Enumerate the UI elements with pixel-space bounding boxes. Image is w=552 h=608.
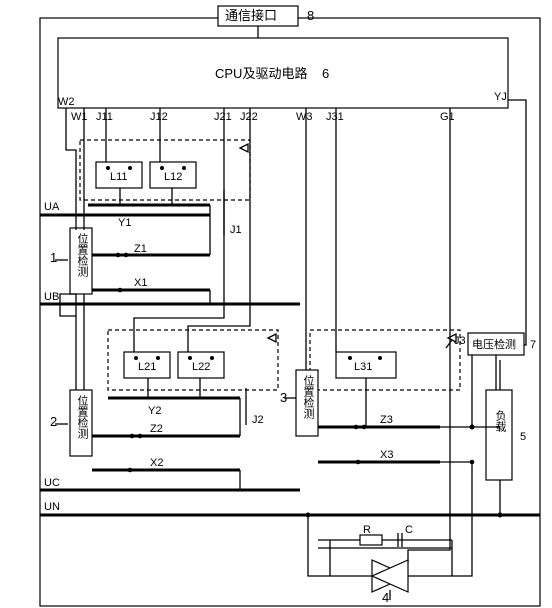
c-label: C xyxy=(405,524,413,536)
comm-num: 8 xyxy=(307,8,314,23)
port-j31: J31 xyxy=(326,111,344,123)
load-label: 负载 xyxy=(494,409,507,432)
load-box xyxy=(486,390,512,480)
port-j21: J21 xyxy=(214,111,232,123)
load-num: 5 xyxy=(520,431,526,443)
vdet-num: 7 xyxy=(530,339,536,351)
vdet-label: 电压检测 xyxy=(472,337,516,351)
pos1-label: 位置检测 xyxy=(76,232,89,278)
port-j11: J11 xyxy=(96,111,113,123)
port-w2: W2 xyxy=(58,96,75,108)
pos2-num: 2 xyxy=(50,414,57,429)
y2-label: Y2 xyxy=(148,405,161,417)
r-label: R xyxy=(363,524,371,536)
port-w3: W3 xyxy=(296,111,313,123)
pos1-num: 1 xyxy=(50,250,57,265)
x1-label: X1 xyxy=(134,277,147,289)
uc-label: UC xyxy=(44,477,60,489)
z1-label: Z1 xyxy=(134,243,147,255)
j1-label: J1 xyxy=(230,224,242,236)
un-label: UN xyxy=(44,501,60,513)
port-j22: J22 xyxy=(240,111,258,123)
ua-label: UA xyxy=(44,201,60,213)
j2-label: J2 xyxy=(252,414,264,426)
ub-label: UB xyxy=(44,291,59,303)
z3-label: Z3 xyxy=(380,414,393,426)
l12-label: L12 xyxy=(164,171,182,183)
comm-label: 通信接口 xyxy=(225,8,277,23)
x3-label: X3 xyxy=(380,449,393,461)
l31-label: L31 xyxy=(354,361,372,373)
l21-label: L21 xyxy=(138,361,156,373)
pos3-label: 位置检测 xyxy=(302,374,315,420)
schematic-diagram: 通信接口 8 CPU及驱动电路 6 W2 W1 J11 J12 J21 J22 … xyxy=(0,0,552,608)
x2-label: X2 xyxy=(150,457,163,469)
l22-label: L22 xyxy=(192,361,210,373)
cpu-num: 6 xyxy=(322,66,329,81)
z2-label: Z2 xyxy=(150,423,163,435)
pos2-label: 位置检测 xyxy=(76,394,89,440)
port-yj: YJ xyxy=(494,91,507,103)
cpu-label: CPU及驱动电路 xyxy=(215,66,307,81)
port-j12: J12 xyxy=(150,111,168,123)
port-w1: W1 xyxy=(71,111,88,123)
scr-num: 4 xyxy=(382,590,389,605)
port-g1: G1 xyxy=(440,111,455,123)
j3-label: J3 xyxy=(454,335,466,347)
l11-label: L11 xyxy=(110,171,128,183)
y1-label: Y1 xyxy=(118,217,131,229)
